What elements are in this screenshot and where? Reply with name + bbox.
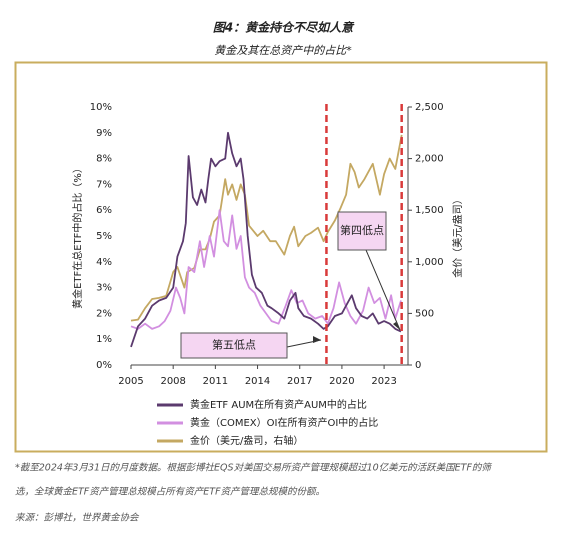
- arrow-head: [393, 322, 400, 330]
- series-line: [130, 131, 402, 348]
- y-tick-label: 8%: [96, 154, 112, 165]
- footnote: 选，全球黄金ETF资产管理总规模占所有资产ETF资产管理总规模的份额。: [15, 486, 325, 498]
- annotation-box: [337, 211, 387, 251]
- x-tick-label: 2011: [203, 376, 228, 387]
- y-tick-label: 9%: [96, 128, 112, 139]
- x-tick-label: 2020: [329, 376, 354, 387]
- y-tick-label: 4%: [96, 257, 112, 268]
- y-axis-title: 黄金ETF在总ETF中的占比（%）: [71, 163, 84, 309]
- annotation-arrow: [365, 249, 401, 331]
- y2-tick-label: 1,500: [415, 205, 444, 216]
- x-tick-label: 2017: [287, 376, 312, 387]
- y-tick-label: 3%: [96, 283, 112, 294]
- y2-tick-label: 2,000: [415, 154, 444, 165]
- x-tick-label: 2023: [371, 376, 396, 387]
- legend-label: 黄金（COMEX）OI在所有资产OI中的占比: [190, 416, 378, 429]
- y2-tick-label: 2,500: [415, 102, 444, 113]
- y-tick-label: 10%: [90, 102, 112, 113]
- chart-subtitle: 黄金及其在总资产中的占比*: [214, 44, 352, 57]
- y2-tick-label: 1,000: [415, 257, 444, 268]
- y-tick-label: 7%: [96, 179, 112, 190]
- y2-tick-label: 0: [415, 360, 421, 371]
- annotation-box: [180, 332, 288, 359]
- y-tick-label: 5%: [96, 231, 112, 242]
- footnote: *截至2024年3月31日的月度数据。根据彭博社EQS对美国交易所资产管理规模超…: [15, 462, 492, 474]
- frame: [14, 61, 548, 453]
- x-tick-label: 2014: [245, 376, 270, 387]
- y-tick-label: 1%: [96, 334, 112, 345]
- series-line: [130, 134, 403, 322]
- y2-tick-label: 500: [415, 308, 434, 319]
- arrow-head: [313, 336, 321, 343]
- source: 来源：彭博社，世界黄金协会: [15, 512, 140, 524]
- y-tick-label: 2%: [96, 308, 112, 319]
- legend-label: 金价（美元/盎司，右轴）: [190, 434, 303, 447]
- chart-title: 图4：黄金持仓不尽如人意: [213, 21, 355, 35]
- annotation-text: 第五低点: [212, 338, 256, 352]
- x-tick-label: 2005: [118, 376, 143, 387]
- series-line: [130, 209, 402, 330]
- y-tick-label: 6%: [96, 205, 112, 216]
- y2-axis-title: 金价（美元/盎司）: [451, 194, 464, 277]
- y-tick-label: 0%: [96, 360, 112, 371]
- legend-label: 黄金ETF AUM在所有资产AUM中的占比: [190, 398, 367, 411]
- x-tick-label: 2008: [160, 376, 185, 387]
- annotation-text: 第四低点: [340, 223, 384, 237]
